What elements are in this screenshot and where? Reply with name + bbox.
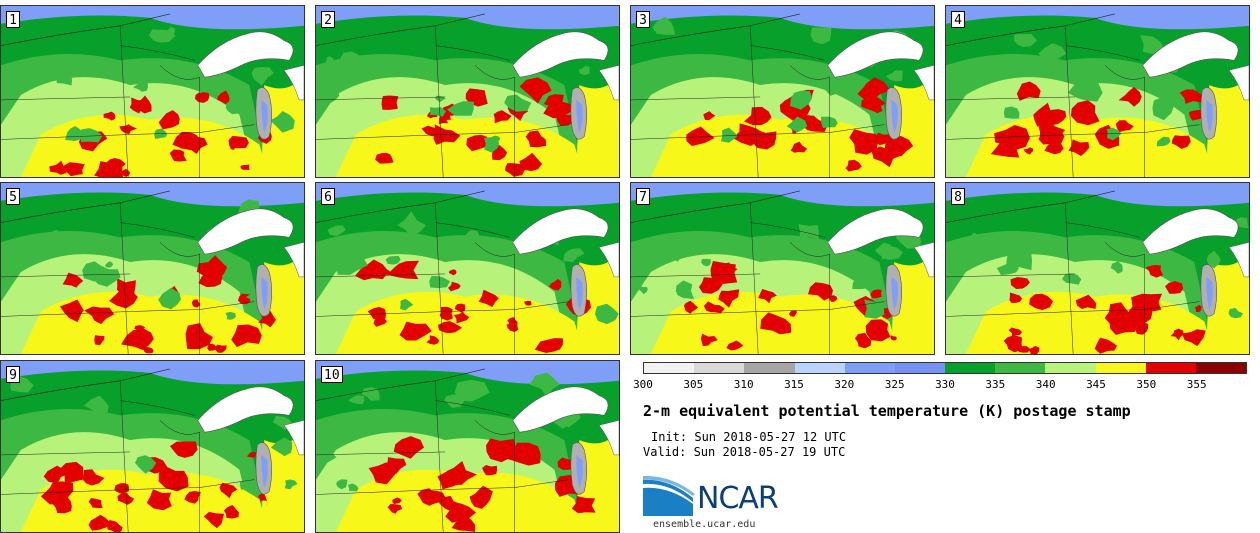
ensemble-member-panel: 9 xyxy=(0,360,305,533)
ensemble-member-panel: 5 xyxy=(0,182,305,355)
colorbar-cell xyxy=(894,363,946,373)
ensemble-member-panel: 7 xyxy=(630,182,935,355)
temperature-map xyxy=(946,183,1249,354)
colorbar-cell xyxy=(1045,363,1096,373)
colorbar-tick-label: 335 xyxy=(985,378,1006,391)
colorbar-cell xyxy=(1195,363,1247,373)
init-time: Init: Sun 2018-05-27 12 UTC xyxy=(651,430,847,444)
chart-title: 2-m equivalent potential temperature (K)… xyxy=(643,402,1131,420)
member-number: 8 xyxy=(951,188,965,205)
member-number: 1 xyxy=(6,11,20,28)
temperature-map xyxy=(946,6,1249,177)
colorbar-tick-label: 355 xyxy=(1186,378,1207,391)
ensemble-member-panel: 10 xyxy=(315,360,620,533)
colorbar-tick-label: 305 xyxy=(683,378,704,391)
ensemble-member-panel: 2 xyxy=(315,5,620,178)
ensemble-member-panel: 3 xyxy=(630,5,935,178)
temperature-map xyxy=(316,361,619,532)
colorbar-cell xyxy=(844,363,895,373)
colorbar-tick-label: 310 xyxy=(733,378,754,391)
temperature-map xyxy=(316,183,619,354)
temperature-map xyxy=(631,183,934,354)
temperature-map xyxy=(1,183,304,354)
colorbar-cell xyxy=(1145,363,1196,373)
ncar-logo-icon xyxy=(643,476,695,516)
member-number: 3 xyxy=(636,11,650,28)
colorbar-ticks: 300 305 310 315 320 325 330 335 340 345 350 355 xyxy=(633,378,1260,394)
logo-text: NCAR xyxy=(697,481,779,516)
member-number: 2 xyxy=(321,11,335,28)
ensemble-member-panel: 8 xyxy=(945,182,1250,355)
ensemble-member-panel: 1 xyxy=(0,5,305,178)
colorbar-tick-label: 315 xyxy=(784,378,804,391)
colorbar-tick-label: 300 xyxy=(633,378,653,391)
colorbar-tick-label: 340 xyxy=(1035,378,1056,391)
colorbar-cell xyxy=(694,363,745,373)
colorbar-cell xyxy=(744,363,795,373)
member-number: 7 xyxy=(636,188,650,205)
colorbar xyxy=(643,362,1247,374)
colorbar-cell xyxy=(945,363,996,373)
temperature-map xyxy=(1,361,304,532)
colorbar-tick-label: 350 xyxy=(1136,378,1157,391)
temperature-map xyxy=(631,6,934,177)
colorbar-cell xyxy=(995,363,1046,373)
colorbar-cell xyxy=(794,363,845,373)
member-number: 5 xyxy=(6,188,20,205)
temperature-map xyxy=(1,6,304,177)
member-number: 6 xyxy=(321,188,335,205)
website-text: ensemble.ucar.edu xyxy=(653,519,756,530)
colorbar-tick-label: 345 xyxy=(1086,378,1106,391)
temperature-map xyxy=(316,6,619,177)
member-number: 4 xyxy=(951,11,965,28)
member-number: 9 xyxy=(6,366,20,383)
colorbar-tick-label: 320 xyxy=(834,378,855,391)
colorbar-cell xyxy=(1095,363,1146,373)
colorbar-tick-label: 325 xyxy=(884,378,905,391)
ensemble-member-panel: 6 xyxy=(315,182,620,355)
colorbar-tick-label: 330 xyxy=(935,378,955,391)
valid-time: Valid: Sun 2018-05-27 19 UTC xyxy=(643,445,846,459)
member-number: 10 xyxy=(321,366,343,383)
colorbar-cell xyxy=(644,363,695,373)
ensemble-member-panel: 4 xyxy=(945,5,1250,178)
